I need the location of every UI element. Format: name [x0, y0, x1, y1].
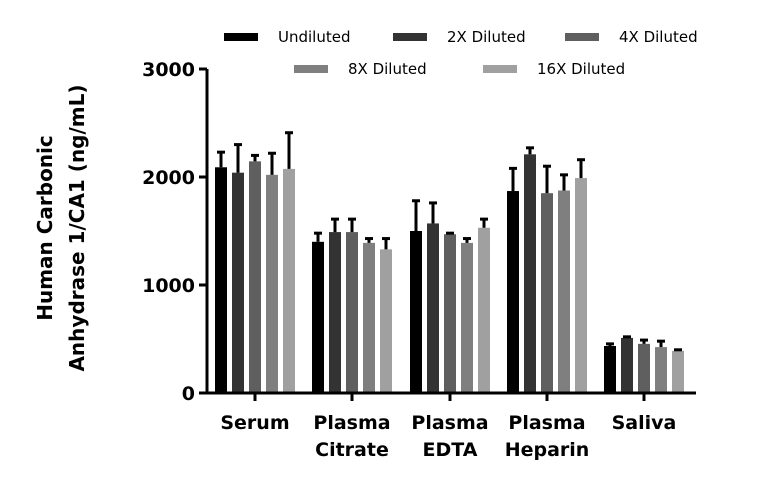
bar-group: [604, 335, 684, 393]
bar-group: [312, 217, 392, 393]
bar: [461, 242, 473, 393]
bar: [346, 232, 358, 393]
bar: [672, 350, 684, 393]
bar: [621, 337, 633, 393]
y-tick-label: 3000: [142, 59, 195, 81]
x-tick-label: Plasma EDTA: [411, 412, 488, 461]
legend-swatch: [393, 33, 427, 41]
bar: [604, 346, 616, 393]
bar: [558, 190, 570, 393]
y-axis-label: Human Carbonic Anhydrase 1/CA1 (ng/mL): [33, 84, 89, 371]
legend-label: 16X Diluted: [537, 60, 625, 78]
bar: [232, 172, 244, 393]
x-tick-label: Saliva: [612, 412, 677, 434]
legend-item: Undiluted: [224, 28, 350, 46]
y-axis-title: Human Carbonic Anhydrase 1/CA1 (ng/mL): [33, 84, 89, 371]
y-axis: 0 1000 2000 3000: [142, 59, 209, 405]
bar-group: [507, 146, 587, 393]
bar: [478, 227, 490, 393]
legend-item: 4X Diluted: [565, 28, 698, 46]
y-tick-label: 2000: [142, 167, 195, 189]
bar: [427, 223, 439, 393]
bar: [283, 168, 295, 393]
bar: [215, 167, 227, 393]
legend-swatch: [565, 33, 599, 41]
legend-swatch: [294, 65, 328, 73]
x-tick-label: Serum: [220, 412, 289, 434]
bar: [249, 161, 261, 393]
legend-swatch: [483, 65, 517, 73]
bar: [380, 249, 392, 393]
bar: [638, 343, 650, 393]
bar: [524, 154, 536, 393]
x-tick-label: Plasma Heparin: [505, 412, 590, 461]
legend-item: 8X Diluted: [294, 60, 427, 78]
bar: [575, 178, 587, 393]
legend-item: 16X Diluted: [483, 60, 625, 78]
bar: [312, 241, 324, 393]
bar-group: [215, 131, 295, 393]
bar: [655, 347, 667, 393]
legend-label: 4X Diluted: [619, 28, 698, 46]
y-tick-label: 1000: [142, 275, 195, 297]
y-tick-label: 0: [182, 383, 195, 405]
x-tick-label: Plasma Citrate: [313, 412, 390, 461]
bar: [329, 232, 341, 393]
legend-label: 8X Diluted: [348, 60, 427, 78]
bar: [541, 193, 553, 393]
legend-swatch: [224, 33, 258, 41]
bar: [444, 234, 456, 393]
bar: [363, 242, 375, 393]
legend-label: 2X Diluted: [447, 28, 526, 46]
legend: Undiluted 2X Diluted 4X Diluted 8X Diluted 1…: [224, 28, 698, 78]
bar: [410, 231, 422, 393]
bars: [215, 131, 684, 393]
x-axis: Serum Plasma Citrate Plasma EDTA Plasma Hepari…: [205, 391, 696, 461]
bar: [507, 191, 519, 393]
bar-group: [410, 199, 490, 393]
legend-item: 2X Diluted: [393, 28, 526, 46]
legend-label: Undiluted: [278, 28, 350, 46]
bar: [266, 174, 278, 393]
